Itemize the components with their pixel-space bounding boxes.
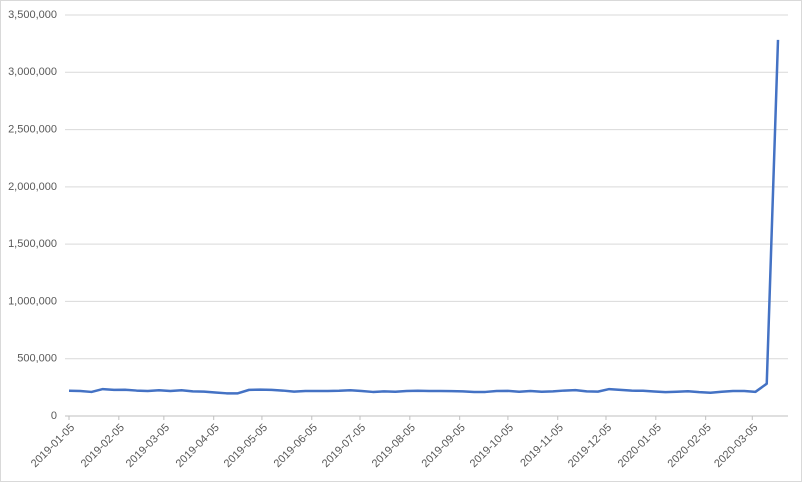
x-tick-label: 2019-01-05 (29, 422, 77, 470)
x-tick-label: 2019-11-05 (518, 422, 566, 470)
y-tick-label: 3,000,000 (8, 66, 57, 78)
x-tick-label: 2019-04-05 (174, 422, 222, 470)
y-tick-label: 2,500,000 (8, 123, 57, 135)
x-tick-label: 2019-07-05 (320, 422, 368, 470)
x-tick-label: 2019-10-05 (468, 422, 516, 470)
x-tick-label: 2019-12-05 (566, 422, 614, 470)
x-tick-label: 2019-03-05 (124, 422, 172, 470)
x-tick-label: 2019-06-05 (272, 422, 320, 470)
y-tick-label: 2,000,000 (8, 181, 57, 193)
x-tick-label: 2019-09-05 (420, 422, 468, 470)
y-tick-label: 500,000 (17, 353, 57, 365)
y-tick-label: 3,500,000 (8, 9, 57, 21)
x-tick-label: 2020-03-05 (712, 422, 760, 470)
line (68, 39, 780, 395)
y-tick-label: 1,000,000 (8, 295, 57, 307)
x-tick-label: 2019-08-05 (370, 422, 418, 470)
x-tick-label: 2019-02-05 (79, 422, 127, 470)
x-tick-label: 2019-05-05 (222, 422, 270, 470)
y-tick-label: 1,500,000 (8, 238, 57, 250)
x-tick-label: 2020-02-05 (666, 422, 714, 470)
x-tick-label: 2020-01-05 (616, 422, 664, 470)
y-tick-label: 0 (51, 410, 57, 422)
